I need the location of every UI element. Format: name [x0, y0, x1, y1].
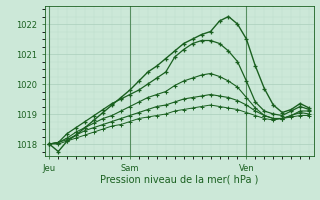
X-axis label: Pression niveau de la mer( hPa ): Pression niveau de la mer( hPa ) — [100, 174, 258, 184]
